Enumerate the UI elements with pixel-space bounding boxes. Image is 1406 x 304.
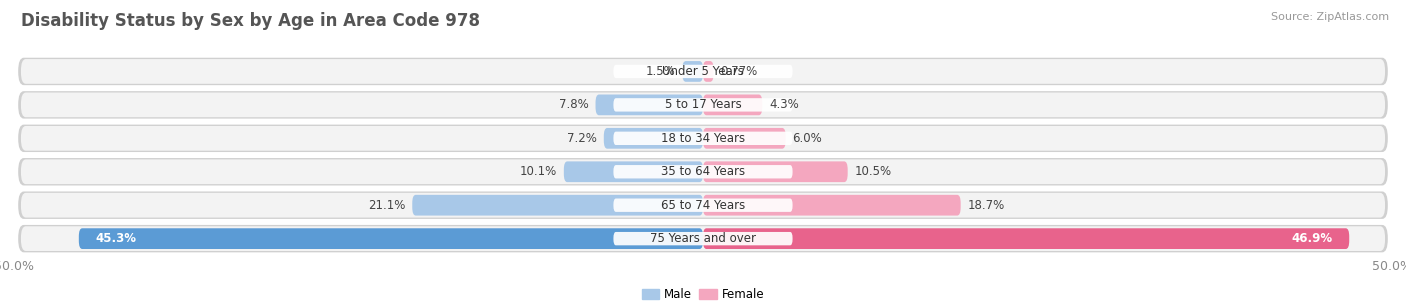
Text: 46.9%: 46.9% (1292, 232, 1333, 245)
FancyBboxPatch shape (703, 61, 714, 82)
FancyBboxPatch shape (18, 58, 1388, 85)
Text: 10.1%: 10.1% (520, 165, 557, 178)
Text: 0.77%: 0.77% (720, 65, 758, 78)
FancyBboxPatch shape (18, 158, 1388, 185)
Text: 1.5%: 1.5% (645, 65, 675, 78)
FancyBboxPatch shape (18, 192, 1388, 219)
Text: 7.2%: 7.2% (567, 132, 598, 145)
FancyBboxPatch shape (603, 128, 703, 149)
Text: 75 Years and over: 75 Years and over (650, 232, 756, 245)
Text: 65 to 74 Years: 65 to 74 Years (661, 199, 745, 212)
FancyBboxPatch shape (596, 95, 703, 115)
FancyBboxPatch shape (703, 228, 1350, 249)
FancyBboxPatch shape (412, 195, 703, 216)
FancyBboxPatch shape (21, 193, 1385, 218)
FancyBboxPatch shape (21, 59, 1385, 84)
FancyBboxPatch shape (18, 225, 1388, 252)
FancyBboxPatch shape (21, 126, 1385, 151)
FancyBboxPatch shape (613, 232, 793, 245)
FancyBboxPatch shape (564, 161, 703, 182)
Text: 4.3%: 4.3% (769, 98, 799, 111)
FancyBboxPatch shape (703, 128, 786, 149)
FancyBboxPatch shape (613, 132, 793, 145)
Text: 18.7%: 18.7% (967, 199, 1005, 212)
FancyBboxPatch shape (613, 65, 793, 78)
Text: 18 to 34 Years: 18 to 34 Years (661, 132, 745, 145)
FancyBboxPatch shape (703, 95, 762, 115)
FancyBboxPatch shape (703, 195, 960, 216)
FancyBboxPatch shape (18, 125, 1388, 152)
FancyBboxPatch shape (703, 161, 848, 182)
Text: Source: ZipAtlas.com: Source: ZipAtlas.com (1271, 12, 1389, 22)
Text: 6.0%: 6.0% (793, 132, 823, 145)
FancyBboxPatch shape (613, 98, 793, 112)
FancyBboxPatch shape (21, 92, 1385, 117)
FancyBboxPatch shape (79, 228, 703, 249)
Text: 21.1%: 21.1% (368, 199, 405, 212)
FancyBboxPatch shape (613, 199, 793, 212)
Text: 5 to 17 Years: 5 to 17 Years (665, 98, 741, 111)
Legend: Male, Female: Male, Female (637, 283, 769, 304)
FancyBboxPatch shape (18, 91, 1388, 119)
Text: Disability Status by Sex by Age in Area Code 978: Disability Status by Sex by Age in Area … (21, 12, 479, 30)
FancyBboxPatch shape (613, 165, 793, 178)
FancyBboxPatch shape (21, 226, 1385, 251)
Text: 7.8%: 7.8% (560, 98, 589, 111)
Text: 45.3%: 45.3% (96, 232, 136, 245)
FancyBboxPatch shape (682, 61, 703, 82)
Text: 35 to 64 Years: 35 to 64 Years (661, 165, 745, 178)
FancyBboxPatch shape (21, 159, 1385, 184)
Text: Under 5 Years: Under 5 Years (662, 65, 744, 78)
Text: 10.5%: 10.5% (855, 165, 891, 178)
